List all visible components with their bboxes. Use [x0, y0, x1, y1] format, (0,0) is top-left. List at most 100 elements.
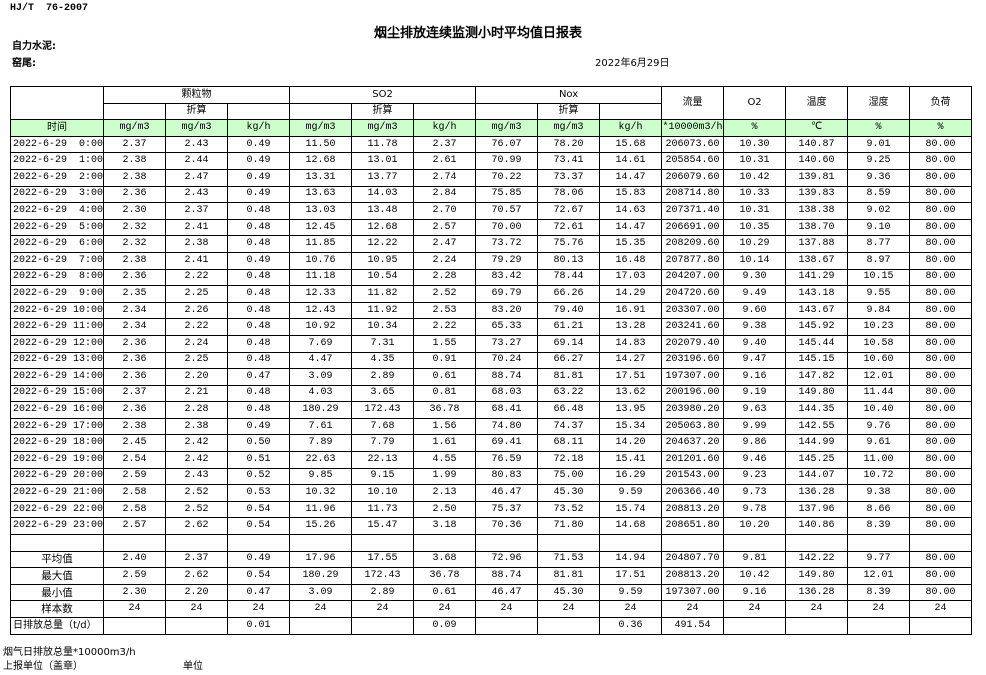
- value-cell: 22.13: [351, 451, 415, 469]
- daily-total-label: 日排放总量（t/d）: [10, 617, 104, 635]
- unit-header: %: [909, 119, 973, 137]
- standard-code: HJ/T 76-2007: [10, 3, 89, 14]
- time-cell: 2022-6-29 16:00: [10, 401, 104, 419]
- value-cell: 144.35: [785, 401, 849, 419]
- value-cell: 79.40: [537, 301, 601, 320]
- time-cell: 2022-6-29 9:00: [10, 285, 104, 303]
- summary-value: 72.96: [475, 550, 539, 569]
- data-row: 2022-6-29 18:00 2.45 2.42 0.50 7.89 7.79 1.61 6…: [10, 434, 973, 453]
- value-cell: 0.48: [226, 285, 291, 303]
- value-cell: 2.38: [103, 417, 166, 436]
- value-cell: 10.95: [351, 251, 415, 270]
- value-cell: 9.59: [599, 484, 663, 502]
- summary-label: 最大值: [10, 567, 104, 585]
- empty-cell: [785, 534, 849, 552]
- value-cell: 75.37: [475, 500, 539, 519]
- value-cell: 10.31: [723, 152, 787, 170]
- summary-value: 24: [599, 600, 663, 618]
- value-cell: 46.47: [475, 484, 539, 502]
- value-cell: 80.00: [909, 152, 973, 170]
- value-cell: 9.40: [723, 334, 787, 353]
- value-cell: 13.01: [351, 152, 415, 170]
- summary-label: 最小值: [10, 583, 104, 602]
- unit-header: mg/m3: [351, 119, 415, 137]
- value-cell: 68.03: [475, 384, 539, 403]
- value-cell: 3.65: [351, 384, 415, 403]
- data-row: 2022-6-29 13:00 2.36 2.25 0.48 4.47 4.35 0.91 7…: [10, 351, 973, 370]
- value-cell: 149.80: [785, 384, 849, 403]
- value-cell: 139.81: [785, 168, 849, 187]
- value-cell: 138.67: [785, 251, 849, 270]
- group-header: 颗粒物: [102, 86, 291, 104]
- value-cell: 14.27: [599, 351, 663, 370]
- value-cell: 9.23: [723, 467, 787, 486]
- value-cell: 2.28: [165, 401, 228, 419]
- report-table: 颗粒物 SO2 Nox 流量 O2 温度 湿度 负荷 折算 折算 折算 时间 mg/m3 mg/m3 kg/…: [10, 85, 973, 635]
- value-cell: 9.76: [847, 417, 911, 436]
- value-cell: 11.50: [289, 135, 353, 154]
- value-cell: 73.41: [537, 152, 601, 170]
- summary-value: 149.80: [785, 567, 849, 585]
- value-cell: 69.79: [475, 285, 539, 303]
- summary-label: 平均值: [10, 550, 104, 569]
- time-cell: 2022-6-29 22:00: [10, 500, 104, 519]
- value-cell: 145.25: [785, 451, 849, 469]
- value-cell: 206366.40: [661, 484, 725, 502]
- value-cell: 10.23: [847, 318, 911, 336]
- empty-cell: [103, 617, 166, 635]
- summary-value: 0.47: [226, 583, 291, 602]
- sub-header: 折算: [165, 102, 228, 121]
- value-cell: 16.29: [599, 467, 663, 486]
- unit-header: *10000m3/h: [661, 119, 725, 137]
- time-cell: 2022-6-29 17:00: [10, 417, 104, 436]
- value-cell: 8.77: [847, 235, 911, 253]
- value-cell: 81.81: [537, 368, 601, 386]
- value-cell: 80.00: [909, 268, 973, 287]
- value-cell: 2.52: [165, 500, 228, 519]
- value-cell: 2.41: [165, 251, 228, 270]
- value-cell: 141.29: [785, 268, 849, 287]
- column-header: O2: [723, 85, 787, 121]
- value-cell: 2.43: [165, 185, 228, 204]
- time-cell: 2022-6-29 23:00: [10, 517, 104, 536]
- empty-cell: [537, 534, 601, 552]
- value-cell: 80.13: [537, 251, 601, 270]
- data-row: 2022-6-29 23:00 2.57 2.62 0.54 15.26 15.47 3.1…: [10, 517, 973, 536]
- value-cell: 2.37: [103, 135, 166, 154]
- value-cell: 88.74: [475, 368, 539, 386]
- value-cell: 11.18: [289, 268, 353, 287]
- time-cell: 2022-6-29 5:00: [10, 218, 104, 237]
- column-header: 湿度: [847, 85, 911, 121]
- value-cell: 2.59: [103, 467, 166, 486]
- unit-header: mg/m3: [475, 119, 539, 137]
- value-cell: 205063.80: [661, 417, 725, 436]
- value-cell: 72.61: [537, 218, 601, 237]
- summary-value: 0.54: [226, 567, 291, 585]
- time-cell: 2022-6-29 7:00: [10, 251, 104, 270]
- summary-value: 9.59: [599, 583, 663, 602]
- value-cell: 0.48: [226, 218, 291, 237]
- value-cell: 136.28: [785, 484, 849, 502]
- value-cell: 0.49: [226, 417, 291, 436]
- value-cell: 2.58: [103, 484, 166, 502]
- value-cell: 75.00: [537, 467, 601, 486]
- empty-cell: [785, 617, 849, 635]
- group-header: Nox: [475, 86, 663, 104]
- value-cell: 80.00: [909, 135, 973, 154]
- value-cell: 14.03: [351, 185, 415, 204]
- data-row: 2022-6-29 5:00 2.32 2.41 0.48 12.45 12.68 2.57…: [10, 218, 973, 237]
- unit-name: 窑尾:: [12, 58, 36, 69]
- value-cell: 206691.00: [661, 218, 725, 237]
- value-cell: 140.60: [785, 152, 849, 170]
- value-cell: 68.11: [537, 434, 601, 453]
- value-cell: 80.00: [909, 467, 973, 486]
- value-cell: 0.51: [226, 451, 291, 469]
- value-cell: 2.38: [165, 417, 228, 436]
- value-cell: 2.25: [165, 285, 228, 303]
- value-cell: 73.52: [537, 500, 601, 519]
- time-cell: 2022-6-29 12:00: [10, 334, 104, 353]
- value-cell: 0.48: [226, 268, 291, 287]
- summary-value: 172.43: [351, 567, 415, 585]
- value-cell: 8.66: [847, 500, 911, 519]
- value-cell: 10.32: [289, 484, 353, 502]
